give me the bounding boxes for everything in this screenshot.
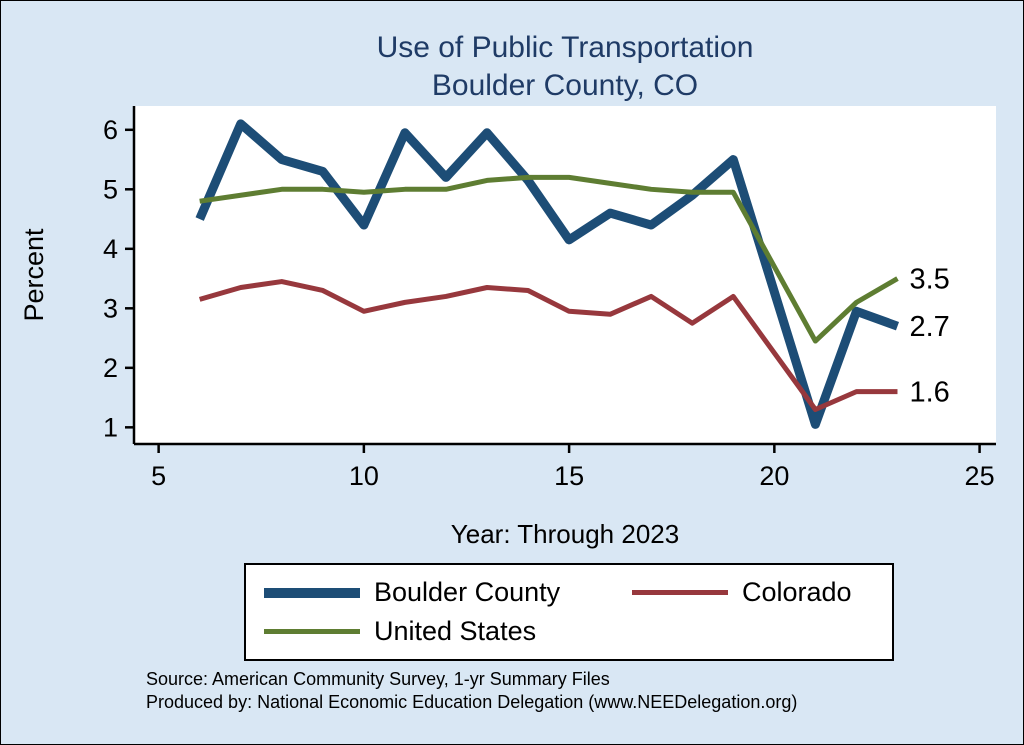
legend-label-colorado: Colorado: [742, 577, 852, 607]
chart-title-line2: Boulder County, CO: [431, 69, 699, 102]
legend-label-boulder-county: Boulder County: [374, 577, 561, 607]
legend: Boulder County Colorado United States: [244, 563, 894, 661]
chart-title: Use of Public Transportation Boulder Cou…: [134, 29, 996, 105]
x-tick-label: 15: [554, 461, 584, 491]
x-tick-label: 20: [759, 461, 789, 491]
series-line-united-states: [199, 174, 899, 344]
source-note: Source: American Community Survey, 1-yr …: [146, 668, 797, 714]
source-line: Source: American Community Survey, 1-yr …: [146, 669, 610, 689]
x-tick-label: 5: [151, 461, 166, 491]
legend-line-sample-colorado: [632, 590, 728, 595]
legend-item-colorado: Colorado: [632, 577, 882, 608]
chart-title-line1: Use of Public Transportation: [376, 31, 754, 64]
y-tick-label: 3: [103, 293, 118, 323]
y-axis-title: Percent: [19, 228, 49, 322]
plot-background: [134, 106, 996, 444]
series-line-boulder-county: [195, 119, 900, 429]
end-label-united-states: 3.5: [909, 264, 949, 296]
legend-line-sample-boulder-county: [264, 587, 360, 598]
legend-item-boulder-county: Boulder County: [264, 577, 632, 608]
x-axis-title: Year: Through 2023: [450, 519, 680, 549]
legend-label-united-states: United States: [374, 616, 537, 646]
legend-item-united-states: United States: [264, 616, 632, 647]
x-tick-label: 25: [965, 461, 995, 491]
x-tick-label: 10: [349, 461, 379, 491]
y-tick-label: 4: [103, 234, 118, 264]
series-line-colorado: [198, 279, 898, 412]
y-tick-label: 1: [103, 412, 118, 442]
end-label-colorado: 1.6: [909, 377, 949, 409]
end-label-boulder-county: 2.7: [909, 311, 949, 343]
y-tick-label: 6: [103, 115, 118, 145]
produced-by-line: Produced by: National Economic Education…: [146, 692, 798, 712]
legend-line-sample-united-states: [264, 629, 360, 634]
y-tick-label: 5: [103, 174, 118, 204]
y-tick-label: 2: [103, 353, 118, 383]
